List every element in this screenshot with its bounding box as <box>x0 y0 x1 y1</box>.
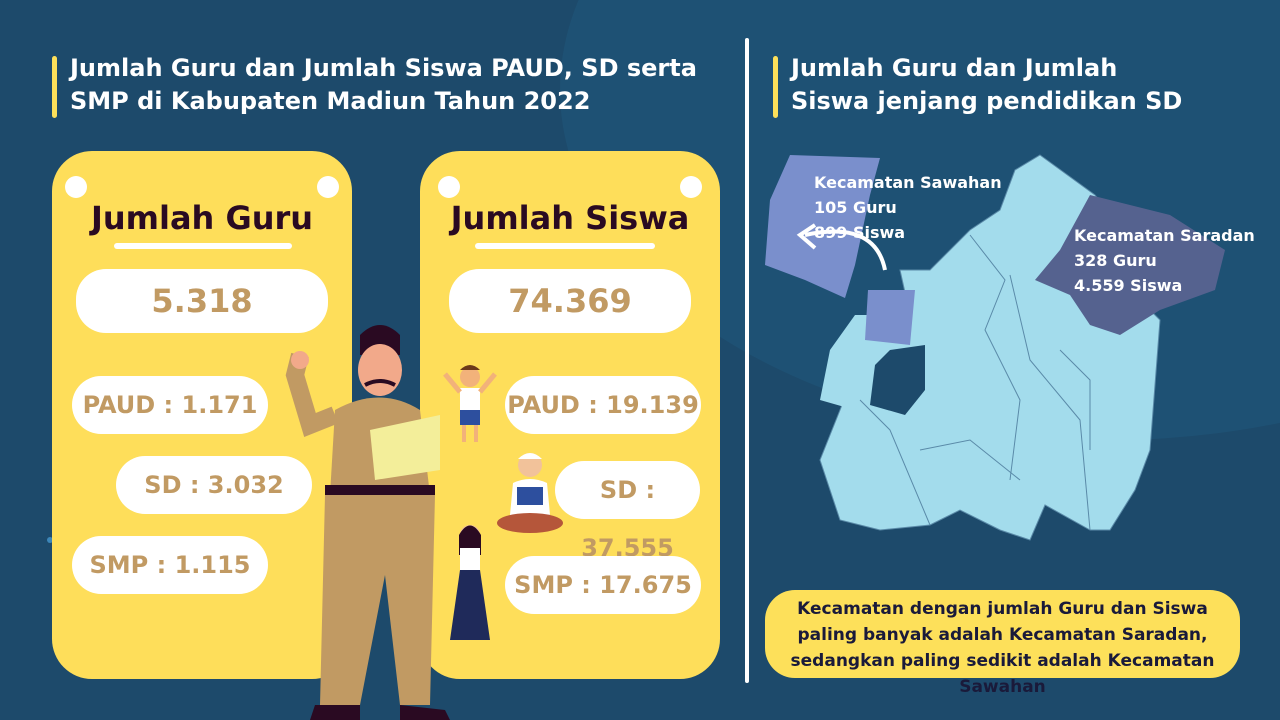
card-hole <box>680 176 702 198</box>
sawahan-label: Kecamatan Sawahan 105 Guru 899 Siswa <box>814 170 1002 245</box>
guru-total: 5.318 <box>76 269 328 333</box>
sawahan-name: Kecamatan Sawahan <box>814 173 1002 192</box>
summary-note: Kecamatan dengan jumlah Guru dan Siswa p… <box>765 590 1240 697</box>
saradan-siswa: 4.559 Siswa <box>1074 276 1183 295</box>
student-reading-illustration <box>497 453 563 533</box>
guru-smp: SMP : 1.115 <box>72 536 268 594</box>
siswa-sd: SD : 37.555 <box>555 461 700 562</box>
sawahan-guru: 105 Guru <box>814 198 897 217</box>
student-boy-illustration <box>443 365 497 442</box>
teacher-illustration <box>285 325 450 720</box>
guru-heading: Jumlah Guru <box>90 199 314 237</box>
heading-underline <box>475 243 655 249</box>
student-girl-illustration <box>450 525 490 640</box>
saradan-name: Kecamatan Saradan <box>1074 226 1255 245</box>
map-region-sawahan <box>865 290 915 345</box>
card-hole <box>65 176 87 198</box>
madiun-map <box>765 154 1225 541</box>
card-hole <box>438 176 460 198</box>
saradan-label: Kecamatan Saradan 328 Guru 4.559 Siswa <box>1074 223 1255 298</box>
card-hole <box>317 176 339 198</box>
guru-paud: PAUD : 1.171 <box>72 376 268 434</box>
siswa-heading: Jumlah Siswa <box>450 199 690 237</box>
sawahan-siswa: 899 Siswa <box>814 223 906 242</box>
heading-underline <box>114 243 292 249</box>
arrow-icon <box>804 229 887 271</box>
left-title: Jumlah Guru dan Jumlah Siswa PAUD, SD se… <box>52 52 702 118</box>
siswa-total: 74.369 <box>449 269 691 333</box>
map-hole <box>870 345 925 415</box>
siswa-paud: PAUD : 19.139 <box>505 376 701 434</box>
map-region-sawahan-inset <box>765 155 880 298</box>
siswa-smp: SMP : 17.675 <box>505 556 701 614</box>
divider <box>745 38 749 683</box>
guru-card: Jumlah Guru 5.318 PAUD : 1.171 SD : 3.03… <box>52 151 352 679</box>
guru-sd: SD : 3.032 <box>116 456 312 514</box>
map-region-saradan <box>1035 195 1225 335</box>
saradan-guru: 328 Guru <box>1074 251 1157 270</box>
right-title: Jumlah Guru dan Jumlah Siswa jenjang pen… <box>773 52 1203 118</box>
